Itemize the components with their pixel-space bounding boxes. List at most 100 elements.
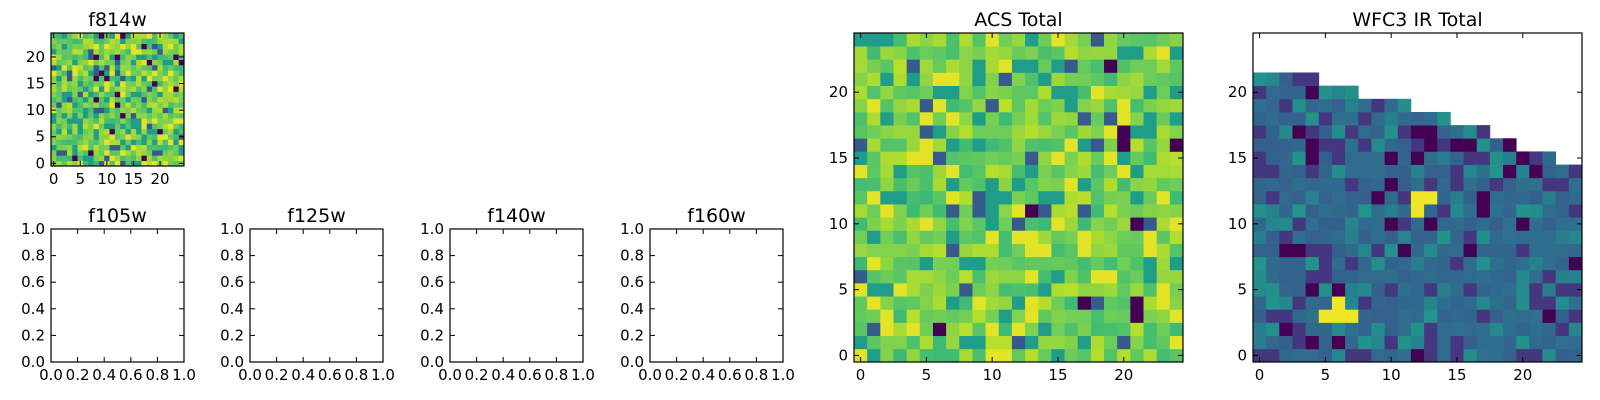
heatmap-cell xyxy=(1503,177,1517,192)
heatmap-cell xyxy=(1503,309,1517,323)
heatmap-cell xyxy=(919,335,934,350)
heatmap-cell xyxy=(1143,164,1158,179)
heatmap-cell xyxy=(1516,348,1530,363)
heatmap-cell xyxy=(1331,98,1346,113)
heatmap-cell xyxy=(146,155,153,162)
heatmap-cell xyxy=(932,217,947,231)
heatmap-cell xyxy=(880,283,894,297)
heatmap-cell xyxy=(1305,177,1320,192)
heatmap-cell xyxy=(162,118,169,124)
heatmap-cell xyxy=(61,80,68,87)
heatmap-cell xyxy=(1051,72,1065,86)
heatmap-cell xyxy=(141,80,148,87)
heatmap-cell xyxy=(1051,283,1065,297)
heatmap-cell xyxy=(1463,335,1478,350)
x-tick-label: 0 xyxy=(1255,366,1265,384)
heatmap-cell xyxy=(1279,269,1293,284)
heatmap-cell xyxy=(880,243,894,258)
heatmap-cell xyxy=(1011,85,1026,100)
heatmap-cell xyxy=(1305,204,1320,218)
heatmap-cell xyxy=(1051,46,1065,60)
heatmap-cell xyxy=(867,335,881,350)
heatmap-cell xyxy=(1476,204,1491,218)
heatmap-cell xyxy=(130,48,137,55)
heatmap-cell xyxy=(946,269,960,284)
heatmap-cell xyxy=(1410,348,1425,363)
heatmap-cell xyxy=(125,107,132,114)
heatmap-cell xyxy=(1038,283,1052,297)
heatmap-cell xyxy=(120,112,126,119)
heatmap-cell xyxy=(120,59,126,66)
heatmap-cell xyxy=(906,335,921,350)
heatmap-cell xyxy=(82,43,89,50)
heatmap-cell xyxy=(109,91,116,98)
heatmap-cell xyxy=(56,139,62,146)
heatmap-cell xyxy=(141,86,148,92)
heatmap-cell xyxy=(178,128,185,135)
heatmap-cell xyxy=(985,335,1000,350)
heatmap-cell xyxy=(82,139,89,146)
heatmap-cell xyxy=(972,230,986,244)
heatmap-cell xyxy=(1371,322,1385,337)
heatmap-cell xyxy=(1104,269,1118,284)
heatmap-cell xyxy=(1011,125,1026,139)
axes-frame xyxy=(249,228,384,363)
heatmap-cell xyxy=(1529,335,1543,350)
heatmap-cell xyxy=(82,160,89,167)
heatmap-cell xyxy=(1051,348,1065,363)
heatmap-cell xyxy=(146,59,153,66)
heatmap-cell xyxy=(104,112,110,119)
heatmap-cell xyxy=(1463,190,1478,205)
axes-frame xyxy=(449,228,584,363)
heatmap-cell xyxy=(1463,283,1478,297)
heatmap-cell xyxy=(130,134,137,140)
heatmap-cell xyxy=(906,111,921,126)
heatmap-cell xyxy=(1555,296,1570,310)
heatmap-cell xyxy=(1025,256,1039,271)
heatmap-cell xyxy=(985,177,1000,192)
heatmap-cell xyxy=(1318,177,1333,192)
heatmap-cell xyxy=(173,54,180,60)
y-tick-label: 0 xyxy=(35,154,45,172)
heatmap-cell xyxy=(1437,138,1451,152)
heatmap-cell xyxy=(985,33,1000,47)
heatmap-cell xyxy=(1011,348,1026,363)
heatmap-cell xyxy=(114,107,121,114)
heatmap-cell xyxy=(932,335,947,350)
heatmap-cell xyxy=(120,33,126,39)
heatmap-cell xyxy=(1568,269,1583,284)
heatmap-cell xyxy=(162,75,169,82)
heatmap-cell xyxy=(146,70,153,76)
heatmap-cell xyxy=(1011,204,1026,218)
heatmap-cell xyxy=(72,118,78,124)
heatmap-cell xyxy=(1011,33,1026,47)
heatmap-cell xyxy=(152,155,158,162)
heatmap-cell xyxy=(1476,177,1491,192)
heatmap-cell xyxy=(104,75,110,82)
heatmap-cell xyxy=(72,70,78,76)
heatmap-cell xyxy=(1318,85,1333,100)
heatmap-cell xyxy=(168,150,174,156)
heatmap-cell xyxy=(178,139,185,146)
heatmap-cell xyxy=(157,139,164,146)
heatmap-cell xyxy=(168,107,174,114)
heatmap-cell xyxy=(919,111,934,126)
heatmap-cell xyxy=(854,322,868,337)
heatmap-cell xyxy=(51,155,57,162)
heatmap-cell xyxy=(1384,269,1399,284)
y-tick-label: 0.6 xyxy=(420,273,444,291)
heatmap-cell xyxy=(1516,269,1530,284)
heatmap-cell xyxy=(1077,72,1092,86)
heatmap-cell xyxy=(1476,190,1491,205)
heatmap-cell xyxy=(880,335,894,350)
y-tick-label: 15 xyxy=(1228,149,1247,167)
heatmap-cell xyxy=(880,217,894,231)
heatmap-cell xyxy=(1529,217,1543,231)
heatmap-cell xyxy=(93,43,100,50)
heatmap-cell xyxy=(1117,348,1131,363)
heatmap-cell xyxy=(152,139,158,146)
heatmap-cell xyxy=(1051,204,1065,218)
heatmap-cell xyxy=(1011,190,1026,205)
heatmap-cell xyxy=(1169,164,1184,179)
